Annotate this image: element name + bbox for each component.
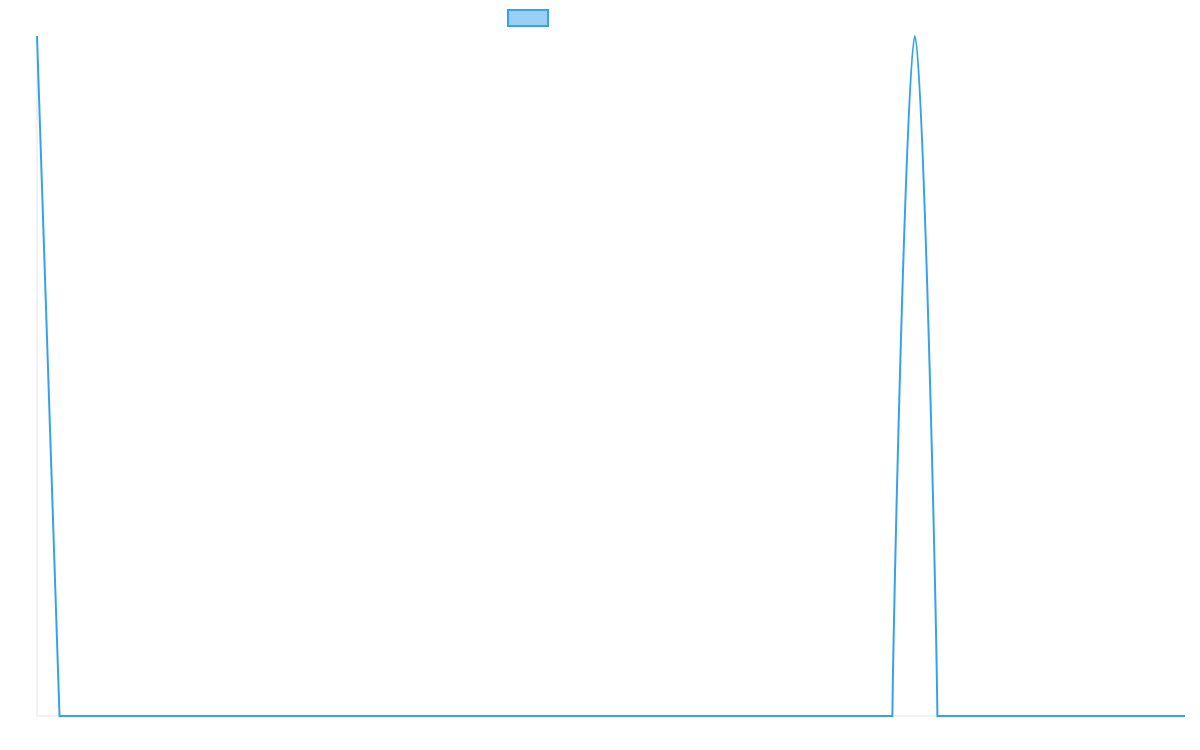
series-line bbox=[36, 34, 1185, 717]
axes bbox=[36, 36, 1185, 717]
legend[interactable] bbox=[507, 9, 549, 27]
legend-swatch[interactable] bbox=[507, 9, 549, 27]
series-layer bbox=[36, 34, 1185, 717]
